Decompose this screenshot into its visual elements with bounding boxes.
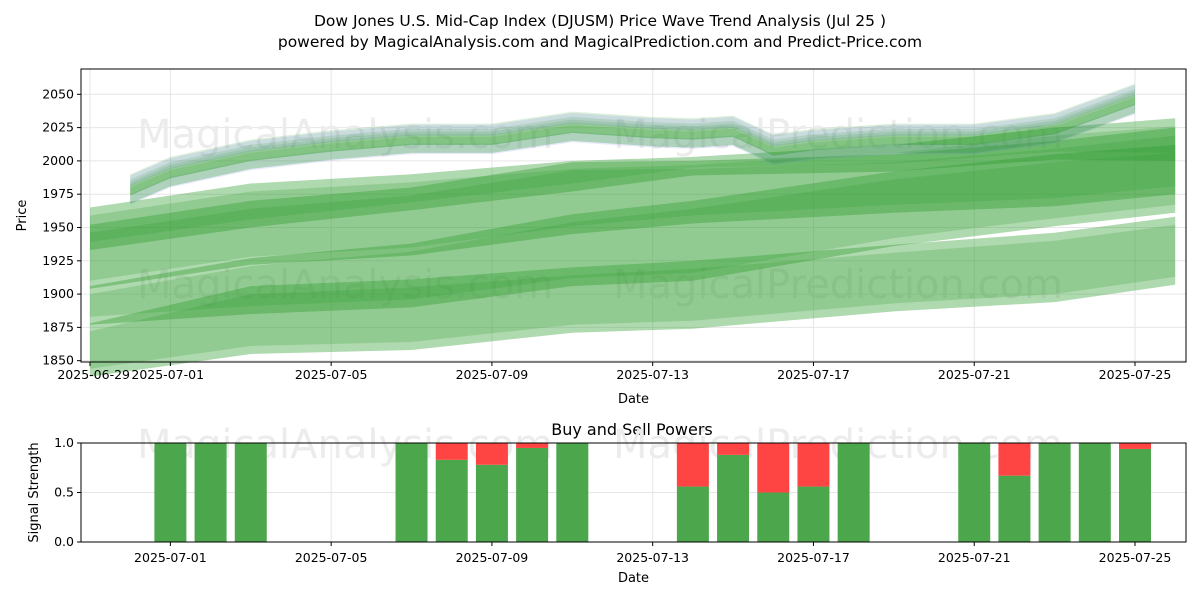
price-x-tick-label: 2025-07-25	[1099, 367, 1172, 382]
price-grid	[81, 69, 1186, 362]
sell-bar	[998, 443, 1031, 476]
buy-bar	[998, 475, 1031, 542]
price-panel: MagicalAnalysis.com MagicalPrediction.com…	[15, 68, 1187, 407]
price-x-axis-label: Date	[618, 392, 649, 407]
price-axes-frame	[80, 68, 1187, 363]
sell-bar	[475, 443, 508, 465]
price-watermarks: MagicalAnalysis.com MagicalPrediction.com…	[137, 112, 1063, 308]
forecast-band-2	[90, 144, 1176, 325]
forecast-band-core-2	[90, 152, 1176, 317]
price-wave-line	[130, 94, 1135, 196]
buy-bar	[676, 486, 709, 542]
price-y-tick-label: 1975	[42, 186, 74, 201]
price-y-tick-label: 2025	[42, 120, 74, 135]
forecast-band-1	[90, 127, 1176, 289]
buy-bar	[154, 443, 187, 542]
forecast-band-3	[90, 216, 1176, 377]
power-x-tick-label: 2025-07-05	[295, 550, 368, 565]
price-wave-line	[130, 91, 1135, 204]
buy-bar	[234, 443, 267, 542]
power-bars	[154, 443, 1151, 542]
power-y-axis-label: Signal Strength	[27, 442, 42, 542]
power-x-tick-label: 2025-07-09	[456, 550, 529, 565]
chart-subtitle: powered by MagicalAnalysis.com and Magic…	[278, 33, 922, 51]
price-y-tick-label: 1850	[42, 353, 74, 368]
price-y-tick-label: 2050	[42, 86, 74, 101]
buy-bar	[1038, 443, 1071, 542]
power-panel-title: Buy and Sell Powers	[551, 420, 713, 439]
buy-bar	[958, 443, 991, 542]
buy-bar	[1119, 448, 1151, 542]
power-x-tick-label: 2025-07-17	[777, 550, 850, 565]
power-x-axis-label: Date	[618, 571, 649, 586]
buy-bar	[194, 443, 227, 542]
price-x-tick-label: 2025-07-09	[456, 367, 529, 382]
price-x-tick-label: 2025-07-05	[295, 367, 368, 382]
power-y-tick-label: 0.5	[54, 485, 74, 500]
chart-title: Dow Jones U.S. Mid-Cap Index (DJUSM) Pri…	[314, 12, 886, 30]
price-y-axis-label: Price	[15, 200, 30, 232]
buy-bar	[516, 447, 549, 542]
power-x-tick-label: 2025-07-21	[938, 550, 1011, 565]
price-wave-line	[130, 85, 1135, 187]
forecast-band-0	[90, 118, 1176, 251]
buy-bar	[435, 459, 468, 542]
forecast-band-core-1	[90, 135, 1176, 281]
power-y-tick-label: 0.0	[54, 534, 74, 549]
buy-bar	[1078, 443, 1111, 542]
sell-bar	[435, 443, 468, 460]
watermark-text: MagicalAnalysis.com	[137, 112, 553, 158]
price-wave-line	[130, 97, 1135, 204]
sell-bar	[717, 443, 750, 455]
power-y-tick-label: 1.0	[54, 435, 74, 450]
price-axes: 1850 1875 1900 1925 1950 1975 2000 2025 2050 2025…	[15, 68, 1187, 407]
price-wave-line	[130, 83, 1135, 196]
buy-bar	[556, 443, 589, 542]
price-y-tick-label: 2000	[42, 153, 74, 168]
sell-bar	[676, 443, 709, 487]
power-x-tick-label: 2025-07-13	[616, 550, 689, 565]
sell-bar	[797, 443, 830, 487]
price-x-tick-label: 2025-06-29	[57, 367, 130, 382]
price-wave-line	[130, 89, 1135, 196]
buy-bar	[717, 454, 750, 542]
price-x-tick-label: 2025-07-17	[777, 367, 850, 382]
forecast-band-core-3	[90, 224, 1176, 369]
forecast-bands	[90, 118, 1176, 377]
price-y-tick-label: 1950	[42, 219, 74, 234]
power-panel: Buy and Sell Powers MagicalAnalysis.comM…	[27, 420, 1187, 586]
sell-bar	[757, 443, 790, 493]
forecast-band-core-0	[90, 126, 1176, 243]
price-x-tick-label: 2025-07-13	[616, 367, 689, 382]
watermark-text: MagicalPrediction.com	[613, 262, 1063, 308]
buy-bar	[837, 443, 870, 542]
buy-bar	[757, 492, 790, 542]
sell-bar	[516, 443, 549, 448]
watermark-text: MagicalPrediction.com	[613, 112, 1063, 158]
buy-bar	[797, 486, 830, 542]
power-x-tick-label: 2025-07-01	[134, 550, 207, 565]
price-y-tick-label: 1900	[42, 286, 74, 301]
sell-bar	[1119, 443, 1151, 449]
power-axes: 0.0 0.5 1.0 2025-07-01 2025-07-05 2025-07-09 2…	[27, 435, 1187, 586]
watermark-text: MagicalAnalysis.com	[137, 262, 553, 308]
price-y-tick-label: 1925	[42, 253, 74, 268]
buy-bar	[475, 464, 508, 542]
price-x-tick-label: 2025-07-21	[938, 367, 1011, 382]
buy-bar	[395, 443, 428, 542]
price-wave-bundle	[130, 83, 1135, 205]
price-wave-line	[130, 103, 1135, 205]
price-y-tick-label: 1875	[42, 319, 74, 334]
power-x-tick-label: 2025-07-25	[1099, 550, 1172, 565]
price-x-tick-label: 2025-07-01	[131, 367, 204, 382]
